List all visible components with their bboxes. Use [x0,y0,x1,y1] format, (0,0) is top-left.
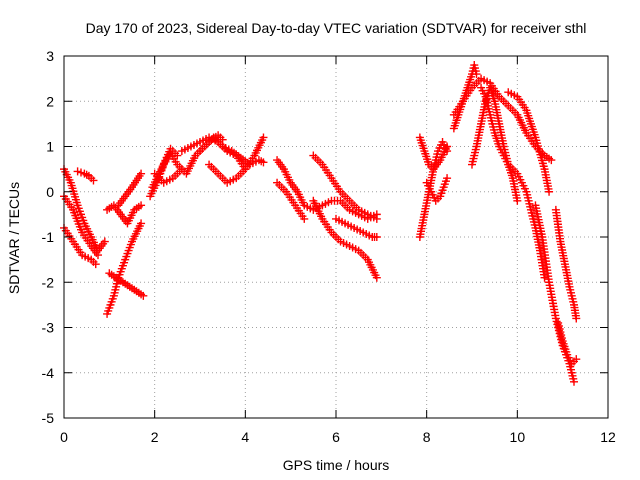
series-track-2 [60,192,102,260]
data-point [570,377,578,386]
data-point [372,273,381,282]
series-track-20 [415,137,452,241]
data-point [540,273,549,282]
data-point [89,176,98,185]
series-track-4 [73,167,98,185]
data-point [137,219,146,228]
data-point [77,168,85,177]
series-track-14 [196,131,227,156]
series-track-8 [114,169,146,210]
data-point [443,142,452,151]
series-track-5 [103,201,146,228]
x-tick-label: 10 [510,429,526,445]
data-point [259,158,268,167]
y-axis-ticks: -5 -4 -3 -2 -1 0 1 2 3 [42,48,608,426]
data-point [547,156,556,165]
x-tick-label: 12 [600,429,616,445]
data-series [60,61,581,386]
data-point [300,214,309,223]
x-axis-ticks: 0 2 4 6 8 10 12 [60,56,616,445]
series-track-26 [477,83,549,282]
series-track-18 [309,196,381,282]
chart-title: Day 170 of 2023, Sidereal Day-to-day VTE… [86,20,587,36]
data-point [472,70,481,79]
data-point [259,133,268,142]
series-track-30 [554,318,581,368]
x-tick-label: 2 [151,429,159,445]
series-track-1 [60,165,109,255]
series-track-19 [332,214,381,241]
data-point [100,237,109,246]
series-track-13 [205,133,268,187]
y-tick-label: -2 [42,274,55,290]
x-tick-label: 0 [60,429,68,445]
data-point [572,314,581,323]
x-tick-label: 8 [423,429,431,445]
data-point [137,201,146,210]
series-track-21 [415,133,452,174]
data-point [545,187,554,196]
series-track-7 [105,269,148,300]
series-track-22 [422,174,452,205]
y-tick-label: 1 [46,139,54,155]
data-point [139,291,148,300]
series-track-17 [309,151,381,223]
data-point [572,355,581,364]
data-point [513,196,522,205]
data-point [372,233,381,241]
data-point [73,167,82,176]
series-track-3 [60,223,100,269]
x-tick-label: 6 [332,429,340,445]
y-axis-label: SDTVAR / TECUs [6,182,22,294]
y-tick-label: -4 [42,365,55,381]
data-point [94,251,102,260]
y-tick-label: 2 [46,93,54,109]
data-point [218,135,227,144]
series-track-29 [551,205,581,323]
series-track-6 [103,219,146,318]
y-tick-label: -3 [42,320,55,336]
data-point [137,169,146,178]
x-tick-label: 4 [241,429,249,445]
series-track-11 [150,165,186,187]
y-tick-label: 3 [46,48,54,64]
series-track-10 [148,144,182,192]
y-tick-label: -5 [42,410,55,426]
x-axis-label: GPS time / hours [283,457,390,473]
data-point [372,214,381,223]
series-track-16 [273,178,309,223]
data-point [177,165,186,174]
data-point [91,260,100,269]
y-tick-label: 0 [46,184,54,200]
data-point [443,174,452,183]
y-tick-label: -1 [42,229,55,245]
data-point [173,151,182,160]
series-track-27 [504,88,554,196]
